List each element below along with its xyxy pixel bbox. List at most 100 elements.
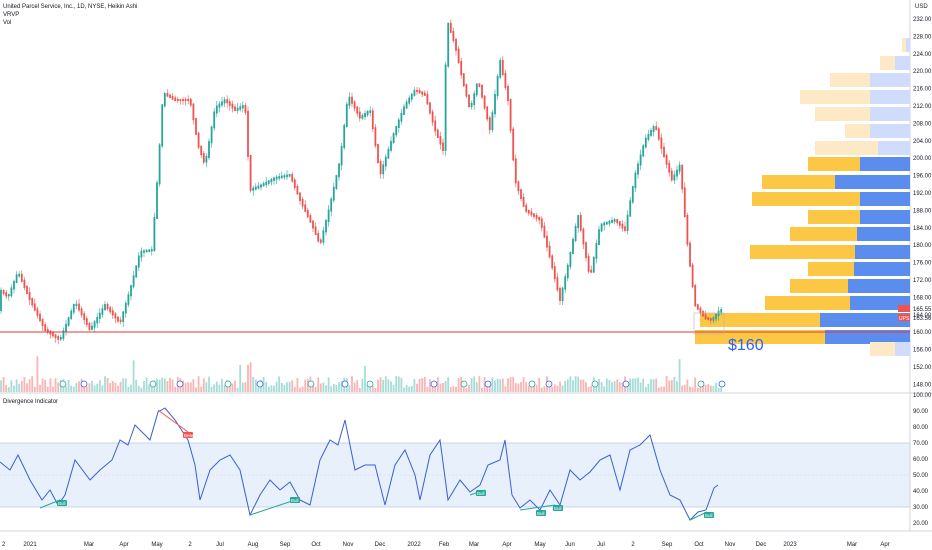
candle-body [717,310,720,316]
bear-label: Bear [184,433,194,438]
osc-tick: 30.00 [913,505,929,511]
candle-body [462,73,465,87]
candle-body [486,106,489,120]
volume-bar [52,386,54,392]
candle-body [694,285,697,307]
candle-body [449,22,452,33]
ups-badge-bg [898,314,910,321]
volume-bar [605,378,608,392]
volume-bar [67,379,70,392]
candle-body [213,111,216,129]
candle-body [267,180,270,184]
volume-bar [699,384,702,392]
volume-bar [65,386,67,392]
volume-bar [278,376,281,392]
volume-bar [483,377,486,392]
volume-bar [208,376,210,392]
candle-body [23,279,26,288]
time-tick: Sep [280,542,291,548]
candles [0,19,723,345]
candle-body [330,198,333,212]
volume-bar [616,379,619,392]
candle-body [395,126,398,136]
event-marker [59,380,67,388]
candle-body [639,154,642,166]
candle-body [416,89,418,92]
volume-bar [234,380,236,392]
volume-bar [639,382,642,392]
volume-bar [28,379,31,392]
time-tick: 2022 [407,542,421,548]
symbol-legend[interactable]: United Parcel Service, Inc., 1D, NYSE, H… [3,4,138,10]
candle-body [223,99,226,104]
volume-bar [540,387,543,392]
volume-bar [465,387,468,392]
candle-body [234,106,236,111]
bear-label-bg [183,432,193,438]
vp-down-bar [860,192,910,206]
osc-tick: 40.00 [913,489,929,495]
volume-bar [704,384,707,392]
candle-body [280,175,283,179]
volume-bar [390,381,392,392]
candle-body [460,60,463,76]
event-marker [718,380,726,388]
candle-body [642,145,645,157]
candle-body [707,317,710,320]
vp-up-bar [765,296,850,310]
volume-bar [174,386,177,392]
volume-bar [23,377,26,392]
volume-legend[interactable]: Vol [3,20,12,26]
candle-body [252,187,255,191]
volume-bar [299,387,301,392]
candle-body [278,176,281,179]
vrvp-legend[interactable]: VRVP [3,12,20,18]
candle-body [28,292,31,301]
candle-body [65,323,67,333]
volume-bar [265,381,268,392]
candle-body [239,106,242,110]
candle-body [657,128,660,140]
candle-body [153,217,156,252]
candle-body [366,110,369,115]
volume-bar [405,385,408,392]
candle-body [72,304,75,313]
bull-label: Bull [537,511,545,516]
volume-bar [114,382,117,392]
volume-bar [254,379,257,392]
volume-bar [462,384,465,392]
volume-bar [499,379,502,392]
volume-bar [447,377,450,392]
candle-body [140,250,143,258]
vp-up-bar [750,245,855,259]
volume-bar [262,377,265,392]
volume-bar [132,360,135,392]
candle-body [538,216,541,221]
candle-body [20,273,23,282]
price-tick: 220.00 [913,69,932,75]
volume-bar [600,382,603,392]
volume-bar [98,380,101,392]
vp-down-bar [855,245,910,259]
ups-badge: UPS [899,316,910,322]
volume-bar [143,381,145,392]
candle-body [442,142,444,151]
candle-body [572,239,574,254]
candle-body [577,215,580,228]
time-tick: 2 [631,542,635,548]
candle-body [618,221,621,226]
volume-bar [75,382,78,392]
candle-body [130,285,132,297]
vp-up-bar [880,56,895,70]
volume-bar [413,378,416,392]
volume-bar [556,385,559,392]
candle-body [624,226,626,231]
event-marker [80,380,88,388]
candle-body [616,219,619,224]
volume-bar [455,386,457,392]
volume-bar [7,387,10,392]
divergence-legend[interactable]: Divergence Indicator [3,399,59,405]
volume-bar [127,386,130,392]
volume-bar [218,384,221,392]
